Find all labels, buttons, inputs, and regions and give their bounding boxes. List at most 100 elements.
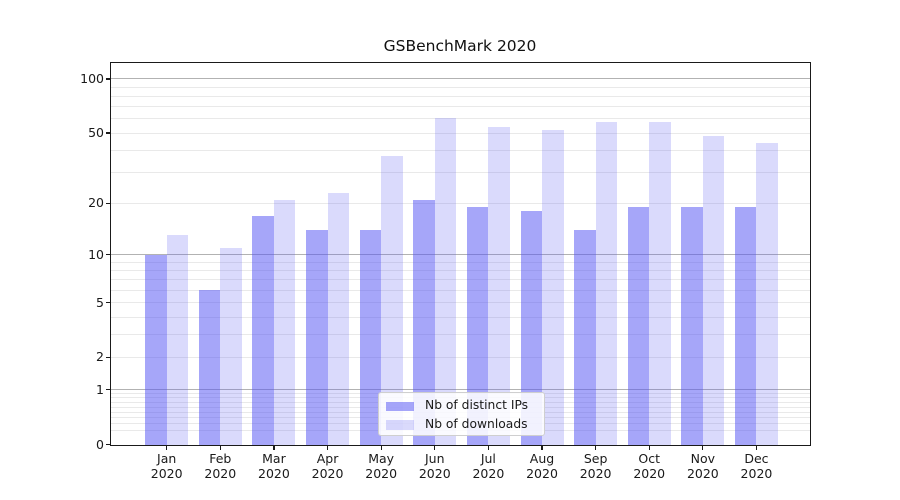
minor-gridline xyxy=(110,118,811,120)
minor-gridline xyxy=(110,202,811,204)
x-tick-mark xyxy=(541,445,543,450)
bar-oct-ips xyxy=(627,207,650,445)
bar-apr-downloads xyxy=(327,192,350,445)
bar-aug-downloads xyxy=(542,130,564,445)
minor-gridline xyxy=(110,334,811,336)
year-label: 2020 xyxy=(472,466,505,481)
month-label: Apr xyxy=(316,451,339,466)
bar-dec-ips xyxy=(734,207,757,445)
x-tick-mark xyxy=(166,445,168,450)
bar-sep-downloads xyxy=(595,121,618,445)
minor-gridline xyxy=(110,95,811,97)
y-tick-label: 5 xyxy=(96,294,104,310)
y-tick-mark xyxy=(106,443,110,446)
bar-feb-ips xyxy=(198,290,221,445)
bar-mar-ips xyxy=(252,215,274,445)
month-label: Jan xyxy=(157,451,177,466)
month-label: Feb xyxy=(209,451,232,466)
y-tick-mark xyxy=(106,253,110,256)
x-tick-mark xyxy=(273,445,275,450)
y-tick-mark xyxy=(106,78,110,80)
bar-nov-ips xyxy=(681,207,703,445)
bar-jan-ips xyxy=(145,254,167,445)
x-tick-label: Mar 2020 xyxy=(239,451,309,481)
y-tick-mark xyxy=(106,356,110,359)
y-tick-mark xyxy=(106,132,110,134)
year-label: 2020 xyxy=(686,466,719,481)
y-tick-label: 2 xyxy=(96,349,104,365)
y-tick-label: 50 xyxy=(88,125,104,141)
plot-border xyxy=(110,61,811,446)
x-tick-label: Sep 2020 xyxy=(561,451,631,481)
y-tick-mark xyxy=(106,389,110,391)
y-tick-label: 10 xyxy=(88,246,104,262)
x-tick-label: Aug 2020 xyxy=(507,451,577,481)
month-label: Oct xyxy=(638,451,661,466)
minor-gridline xyxy=(110,356,811,358)
bar-jan-downloads xyxy=(166,235,189,445)
year-label: 2020 xyxy=(418,466,451,481)
month-label: Nov xyxy=(690,451,716,466)
x-tick-label: Jul 2020 xyxy=(453,451,523,481)
x-tick-label: May 2020 xyxy=(346,451,416,481)
bar-mar-downloads xyxy=(273,199,296,445)
x-tick-label: Nov 2020 xyxy=(668,451,738,481)
month-label: Mar xyxy=(262,451,286,466)
x-tick-mark xyxy=(219,445,221,450)
bar-sep-ips xyxy=(574,230,596,445)
x-tick-mark xyxy=(702,445,704,450)
legend-swatch xyxy=(386,401,414,411)
year-label: 2020 xyxy=(204,466,237,481)
major-gridline xyxy=(110,254,811,256)
minor-gridline xyxy=(110,261,811,263)
month-label: Sep xyxy=(583,451,608,466)
month-label: Jun xyxy=(425,451,445,466)
x-tick-label: Jun 2020 xyxy=(400,451,470,481)
x-tick-mark xyxy=(595,445,597,450)
year-label: 2020 xyxy=(633,466,666,481)
minor-gridline xyxy=(110,289,811,291)
y-tick-label: 20 xyxy=(88,195,104,211)
bar-nov-downloads xyxy=(702,136,725,445)
y-tick-label: 1 xyxy=(96,381,104,397)
x-tick-mark xyxy=(326,445,329,450)
minor-gridline xyxy=(110,149,811,151)
year-label: 2020 xyxy=(365,466,398,481)
x-tick-mark xyxy=(487,445,489,450)
year-label: 2020 xyxy=(579,466,612,481)
major-gridline xyxy=(110,389,811,391)
year-label: 2020 xyxy=(311,466,344,481)
x-tick-mark xyxy=(380,445,382,450)
y-tick-label: 0 xyxy=(96,436,104,452)
x-tick-mark xyxy=(434,445,436,450)
legend-item: Nb of distinct IPs xyxy=(379,397,539,415)
legend-label: Nb of distinct IPs xyxy=(425,398,529,412)
minor-gridline xyxy=(110,86,811,88)
year-label: 2020 xyxy=(150,466,183,481)
bar-apr-ips xyxy=(306,230,328,445)
month-label: Jul xyxy=(480,451,496,466)
x-tick-mark xyxy=(648,445,650,450)
month-label: Aug xyxy=(529,451,555,466)
minor-gridline xyxy=(110,302,811,304)
x-tick-label: Jan 2020 xyxy=(132,451,202,481)
x-tick-label: Feb 2020 xyxy=(185,451,255,481)
x-tick-label: Oct 2020 xyxy=(614,451,684,481)
chart-title: GSBenchMark 2020 xyxy=(383,37,537,55)
minor-gridline xyxy=(110,132,811,134)
y-tick-mark xyxy=(106,301,110,304)
y-tick-mark xyxy=(106,202,110,204)
bar-oct-downloads xyxy=(649,121,671,445)
minor-gridline xyxy=(110,269,811,271)
legend-label: Nb of downloads xyxy=(425,416,528,431)
bar-feb-downloads xyxy=(220,247,242,445)
legend-item: Nb of downloads xyxy=(379,416,539,434)
month-label: Dec xyxy=(744,451,769,466)
bar-dec-downloads xyxy=(756,143,778,445)
x-tick-mark xyxy=(755,445,758,450)
x-tick-label: Apr 2020 xyxy=(293,451,363,481)
year-label: 2020 xyxy=(258,466,290,481)
minor-gridline xyxy=(110,172,811,174)
legend: Nb of distinct IPs Nb of downloads xyxy=(378,392,545,436)
